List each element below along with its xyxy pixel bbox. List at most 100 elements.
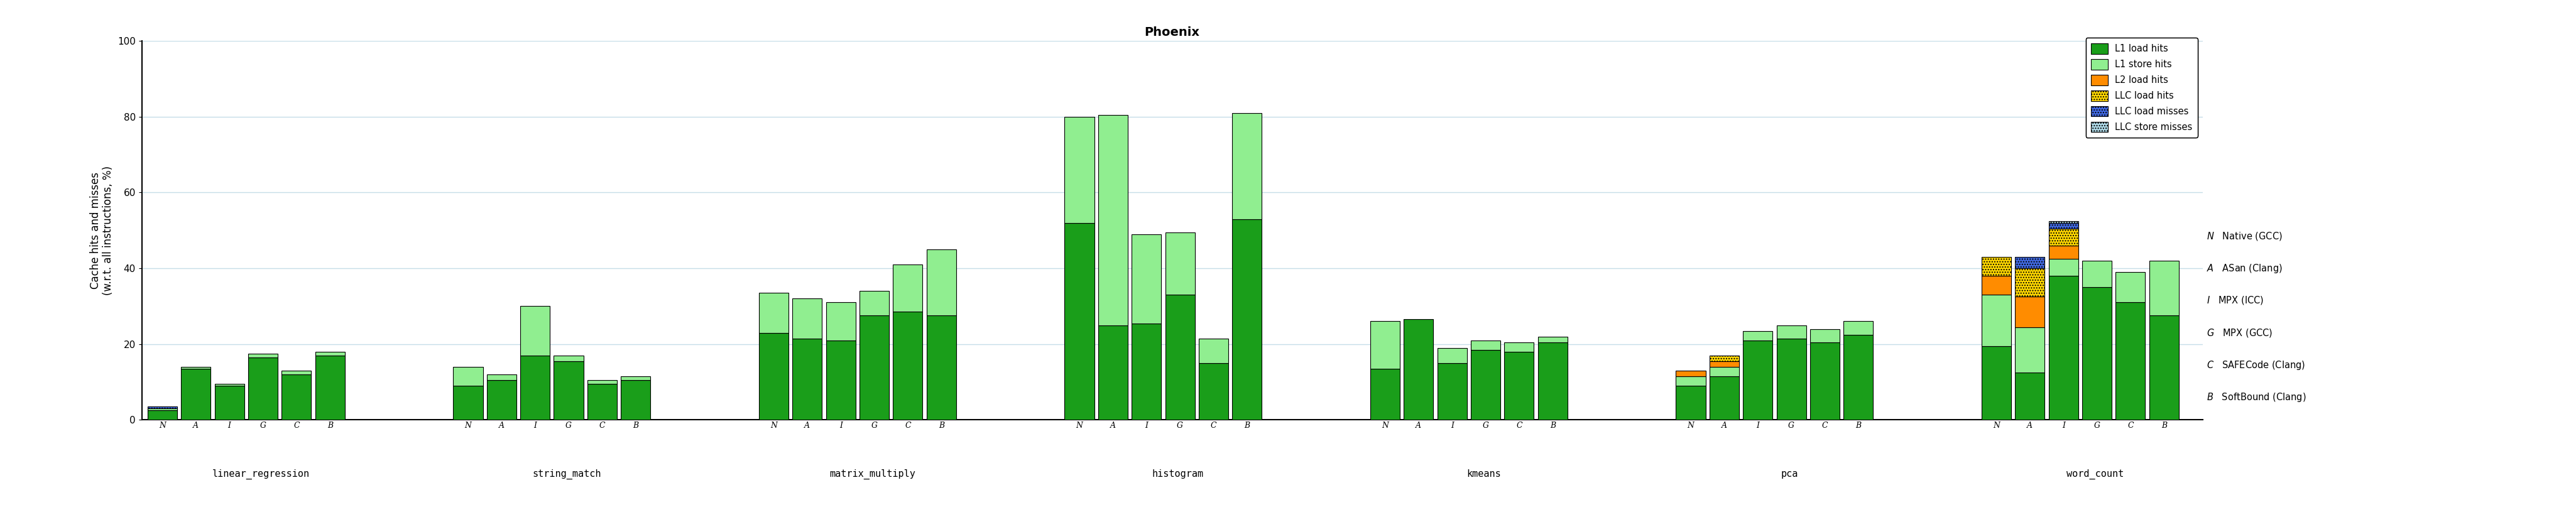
Bar: [621, 380, 652, 420]
Bar: [281, 374, 312, 420]
Bar: [1370, 322, 1399, 369]
Bar: [2048, 228, 2079, 246]
Bar: [1538, 336, 1566, 342]
Text: $\mathit{I}$   MPX (ICC): $\mathit{I}$ MPX (ICC): [2208, 295, 2264, 306]
Bar: [1744, 331, 1772, 340]
Bar: [1437, 348, 1466, 363]
Bar: [487, 374, 515, 380]
Bar: [760, 293, 788, 333]
Bar: [247, 353, 278, 357]
Bar: [2148, 315, 2179, 420]
Bar: [927, 315, 956, 420]
Bar: [1981, 295, 2012, 346]
Legend: L1 load hits, L1 store hits, L2 load hits, LLC load hits, LLC load misses, LLC s: L1 load hits, L1 store hits, L2 load hit…: [2087, 38, 2197, 138]
Text: $\mathit{C}$   SAFECode (Clang): $\mathit{C}$ SAFECode (Clang): [2208, 359, 2306, 371]
Bar: [1844, 322, 1873, 335]
Bar: [214, 384, 245, 386]
Text: word_count: word_count: [2066, 469, 2123, 479]
Bar: [1471, 350, 1499, 420]
Bar: [860, 315, 889, 420]
Bar: [621, 376, 652, 380]
Bar: [1370, 369, 1399, 420]
Bar: [554, 361, 582, 420]
Bar: [1231, 113, 1262, 219]
Bar: [453, 367, 482, 386]
Text: $\mathit{G}$   MPX (GCC): $\mathit{G}$ MPX (GCC): [2208, 327, 2272, 338]
Bar: [1844, 335, 1873, 420]
Bar: [860, 291, 889, 315]
Bar: [1677, 386, 1705, 420]
Bar: [180, 367, 211, 369]
Bar: [1777, 338, 1806, 420]
Bar: [1710, 367, 1739, 376]
Bar: [1198, 363, 1229, 420]
Bar: [2048, 259, 2079, 276]
Bar: [2048, 223, 2079, 228]
Bar: [281, 371, 312, 374]
Bar: [1710, 355, 1739, 361]
Bar: [1504, 352, 1533, 420]
Bar: [2048, 221, 2079, 223]
Bar: [793, 298, 822, 338]
Bar: [1131, 323, 1162, 420]
Text: kmeans: kmeans: [1466, 469, 1502, 479]
Bar: [2081, 287, 2112, 420]
Bar: [1164, 232, 1195, 295]
Bar: [2014, 327, 2045, 372]
Bar: [793, 338, 822, 420]
Bar: [314, 355, 345, 420]
Bar: [487, 380, 515, 420]
Bar: [520, 355, 549, 420]
Text: $\mathit{B}$   SoftBound (Clang): $\mathit{B}$ SoftBound (Clang): [2208, 391, 2306, 403]
Text: histogram: histogram: [1151, 469, 1203, 479]
Bar: [894, 312, 922, 420]
Bar: [2115, 303, 2146, 420]
Bar: [1710, 361, 1739, 367]
Bar: [214, 386, 245, 420]
Bar: [147, 409, 178, 411]
Bar: [1198, 338, 1229, 363]
Bar: [1097, 115, 1128, 325]
Bar: [520, 306, 549, 355]
Bar: [1981, 276, 2012, 295]
Text: pca: pca: [1780, 469, 1798, 479]
Bar: [247, 357, 278, 420]
Bar: [760, 333, 788, 420]
Bar: [314, 352, 345, 355]
Bar: [1777, 325, 1806, 338]
Bar: [1811, 329, 1839, 342]
Bar: [2048, 246, 2079, 259]
Bar: [1744, 340, 1772, 420]
Bar: [1064, 117, 1095, 223]
Bar: [1677, 371, 1705, 376]
Bar: [1164, 295, 1195, 420]
Bar: [1981, 346, 2012, 420]
Bar: [2014, 268, 2045, 296]
Bar: [1811, 342, 1839, 420]
Bar: [1981, 257, 2012, 276]
Text: string_match: string_match: [533, 469, 600, 479]
Text: $\mathit{A}$   ASan (Clang): $\mathit{A}$ ASan (Clang): [2208, 263, 2282, 274]
Bar: [147, 411, 178, 420]
Title: Phoenix: Phoenix: [1144, 26, 1200, 38]
Text: $\mathit{N}$   Native (GCC): $\mathit{N}$ Native (GCC): [2208, 230, 2282, 242]
Bar: [1131, 234, 1162, 323]
Bar: [827, 340, 855, 420]
Bar: [1064, 223, 1095, 420]
Text: linear_regression: linear_regression: [211, 469, 309, 479]
Bar: [180, 369, 211, 420]
Bar: [2081, 261, 2112, 287]
Bar: [1710, 376, 1739, 420]
Bar: [147, 407, 178, 409]
Bar: [554, 355, 582, 361]
Bar: [1677, 376, 1705, 386]
Bar: [927, 249, 956, 315]
Bar: [827, 303, 855, 340]
Bar: [1471, 340, 1499, 350]
Bar: [2014, 372, 2045, 420]
Y-axis label: Cache hits and misses
(w.r.t. all instructions, %): Cache hits and misses (w.r.t. all instru…: [90, 166, 113, 295]
Bar: [587, 384, 616, 420]
Bar: [1231, 219, 1262, 420]
Bar: [1404, 319, 1432, 420]
Bar: [2115, 272, 2146, 303]
